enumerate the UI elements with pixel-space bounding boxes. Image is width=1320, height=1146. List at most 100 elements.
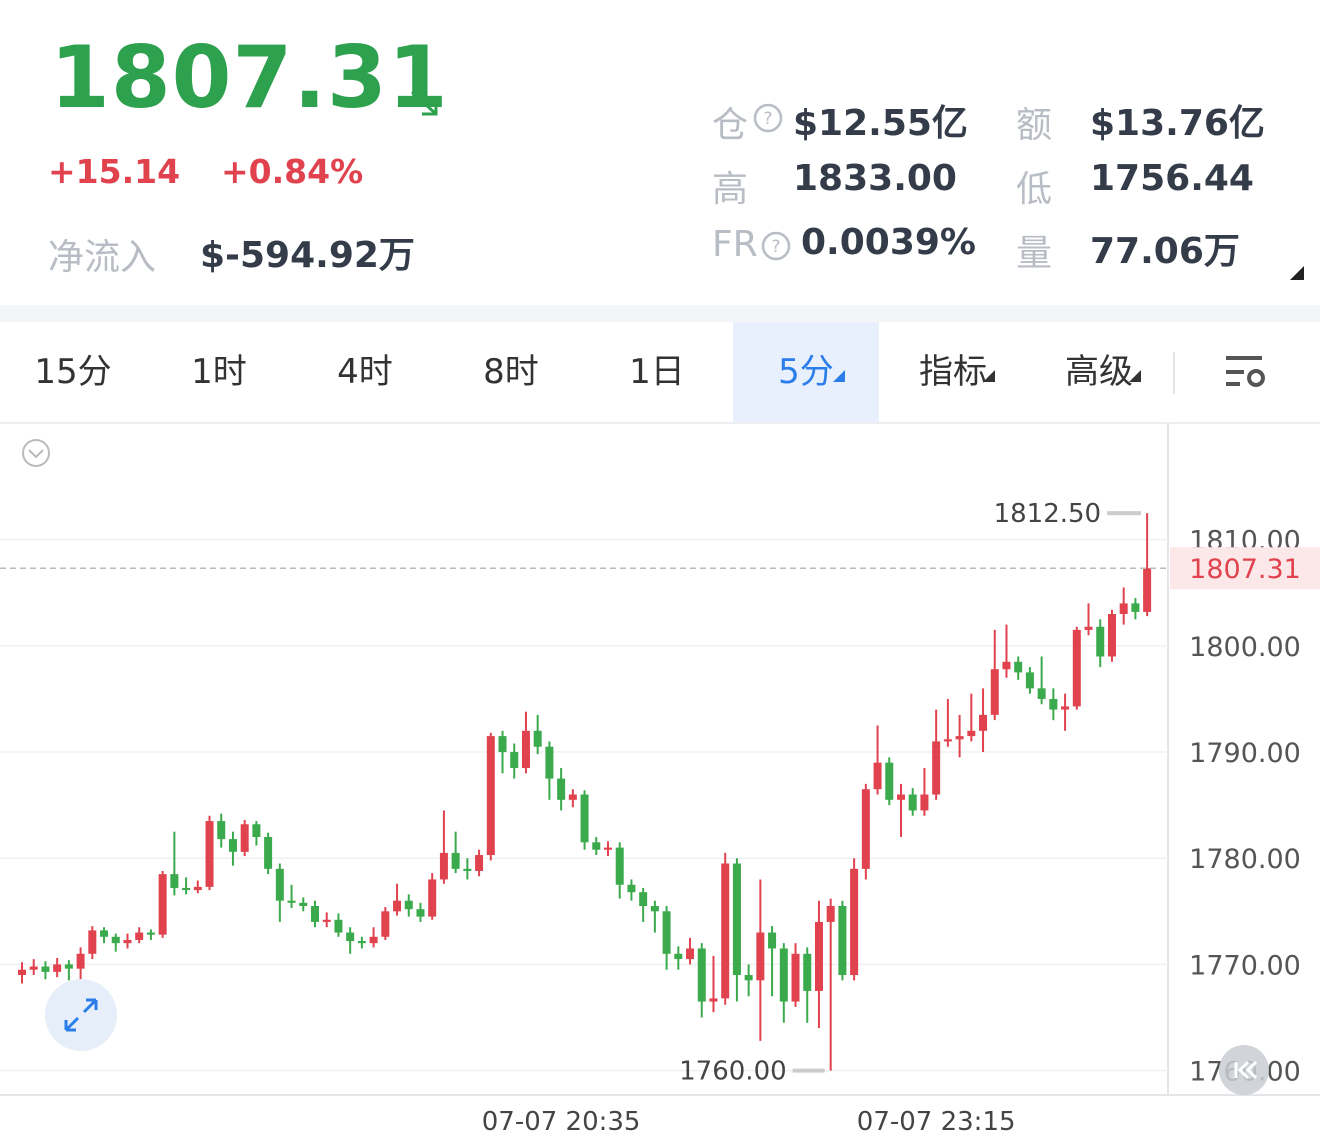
- candle-body: [920, 794, 929, 811]
- candle-body: [568, 794, 577, 800]
- stat-label: 额: [1016, 105, 1053, 146]
- candle-body: [123, 939, 132, 944]
- candle-body: [1049, 698, 1058, 710]
- tab[interactable]: 高级: [1065, 352, 1133, 392]
- candle-body: [756, 932, 765, 981]
- stat-value: $12.55亿: [793, 103, 968, 144]
- last-price-label: 1807.31: [1189, 554, 1301, 585]
- stat-label: 量: [1016, 233, 1053, 274]
- candles: [18, 513, 1152, 1071]
- candle-body: [369, 936, 378, 944]
- stat-value: $13.76亿: [1090, 103, 1265, 144]
- candle-body: [404, 900, 413, 910]
- candle-body: [873, 762, 882, 790]
- tab[interactable]: 1日: [629, 352, 685, 392]
- candle-body: [64, 964, 73, 969]
- candle-body: [732, 863, 741, 976]
- expand-triangle[interactable]: [1288, 264, 1306, 282]
- y-tick-label: 1800.00: [1189, 632, 1301, 663]
- scroll-end-button[interactable]: [1218, 1044, 1270, 1096]
- separator: [0, 305, 1320, 322]
- candle-body: [228, 839, 237, 852]
- help-icon[interactable]: ?: [760, 230, 792, 262]
- candle-body: [416, 909, 425, 917]
- candle-body: [322, 919, 331, 922]
- candle-body: [826, 905, 835, 922]
- fullscreen-button[interactable]: [44, 978, 118, 1052]
- candle-body: [897, 794, 905, 800]
- candle-body: [76, 953, 85, 969]
- stat-value: 0.0039%: [801, 222, 976, 263]
- candle-body: [662, 911, 671, 954]
- candle-body: [299, 902, 308, 906]
- collapse-icon[interactable]: [22, 439, 50, 467]
- candle-body: [41, 966, 50, 972]
- candle-body: [193, 886, 202, 891]
- candle-body: [861, 789, 870, 869]
- candle-body: [428, 879, 437, 917]
- net-inflow-label: 净流入: [48, 237, 157, 278]
- candle-body: [205, 821, 214, 887]
- candle-body: [334, 919, 343, 933]
- candle-body: [357, 941, 366, 944]
- candle-body: [158, 874, 167, 935]
- candle-body: [1061, 706, 1070, 710]
- stat-label: FR: [712, 224, 758, 265]
- net-inflow: $-594.92万: [200, 235, 415, 276]
- candle-body: [768, 932, 777, 949]
- candle-body: [1037, 688, 1046, 699]
- y-tick-label: 1790.00: [1189, 738, 1301, 769]
- min-marker-label: 1760.00: [679, 1057, 787, 1087]
- stat-value: 1833.00: [793, 158, 957, 199]
- candle-body: [814, 921, 823, 991]
- candle-body: [439, 852, 448, 880]
- candle-body: [885, 762, 894, 800]
- help-icon[interactable]: ?: [752, 102, 784, 134]
- candle-body: [287, 900, 296, 903]
- candle-body: [838, 905, 847, 976]
- candle-body: [615, 847, 624, 885]
- tab[interactable]: 4时: [337, 352, 393, 392]
- candle-body: [943, 739, 952, 742]
- candle-body: [486, 736, 495, 856]
- candle-body: [111, 936, 120, 944]
- candle-body: [240, 824, 249, 852]
- candle-body: [521, 730, 530, 768]
- candle-body: [533, 730, 542, 747]
- candle-body: [498, 736, 507, 753]
- candle-body: [170, 874, 179, 888]
- tab[interactable]: 5分: [778, 352, 834, 392]
- candle-body: [967, 730, 976, 737]
- candle-body: [686, 948, 695, 960]
- last-price-box: [1170, 547, 1320, 590]
- tab[interactable]: 8时: [483, 352, 539, 392]
- candle-body: [721, 863, 730, 999]
- tab[interactable]: 指标: [919, 352, 987, 392]
- candle-body: [979, 714, 988, 731]
- candle-body: [381, 911, 390, 937]
- candle-body: [709, 998, 718, 1002]
- candle-body: [18, 969, 26, 976]
- candle-body: [393, 900, 402, 912]
- tab[interactable]: 1时: [191, 352, 247, 392]
- candle-body: [1107, 614, 1116, 657]
- candle-body: [264, 836, 273, 869]
- candle-body: [451, 852, 460, 869]
- candle-body: [803, 953, 812, 991]
- candle-body: [1072, 629, 1081, 707]
- candle-body: [791, 953, 800, 1002]
- candle-body: [311, 905, 319, 922]
- candle-body: [463, 868, 472, 871]
- candle-body: [1002, 661, 1011, 670]
- candle-body: [1131, 603, 1140, 612]
- candle-body: [592, 842, 601, 850]
- stat-label: 高: [712, 169, 749, 210]
- candle-body: [604, 847, 612, 850]
- candle-body: [990, 669, 999, 715]
- stat-label: 低: [1016, 169, 1053, 210]
- tab[interactable]: 15分: [34, 352, 112, 392]
- candle-body: [697, 948, 706, 1002]
- candle-body: [850, 868, 859, 976]
- x-tick-label: 07-07 20:35: [482, 1107, 641, 1137]
